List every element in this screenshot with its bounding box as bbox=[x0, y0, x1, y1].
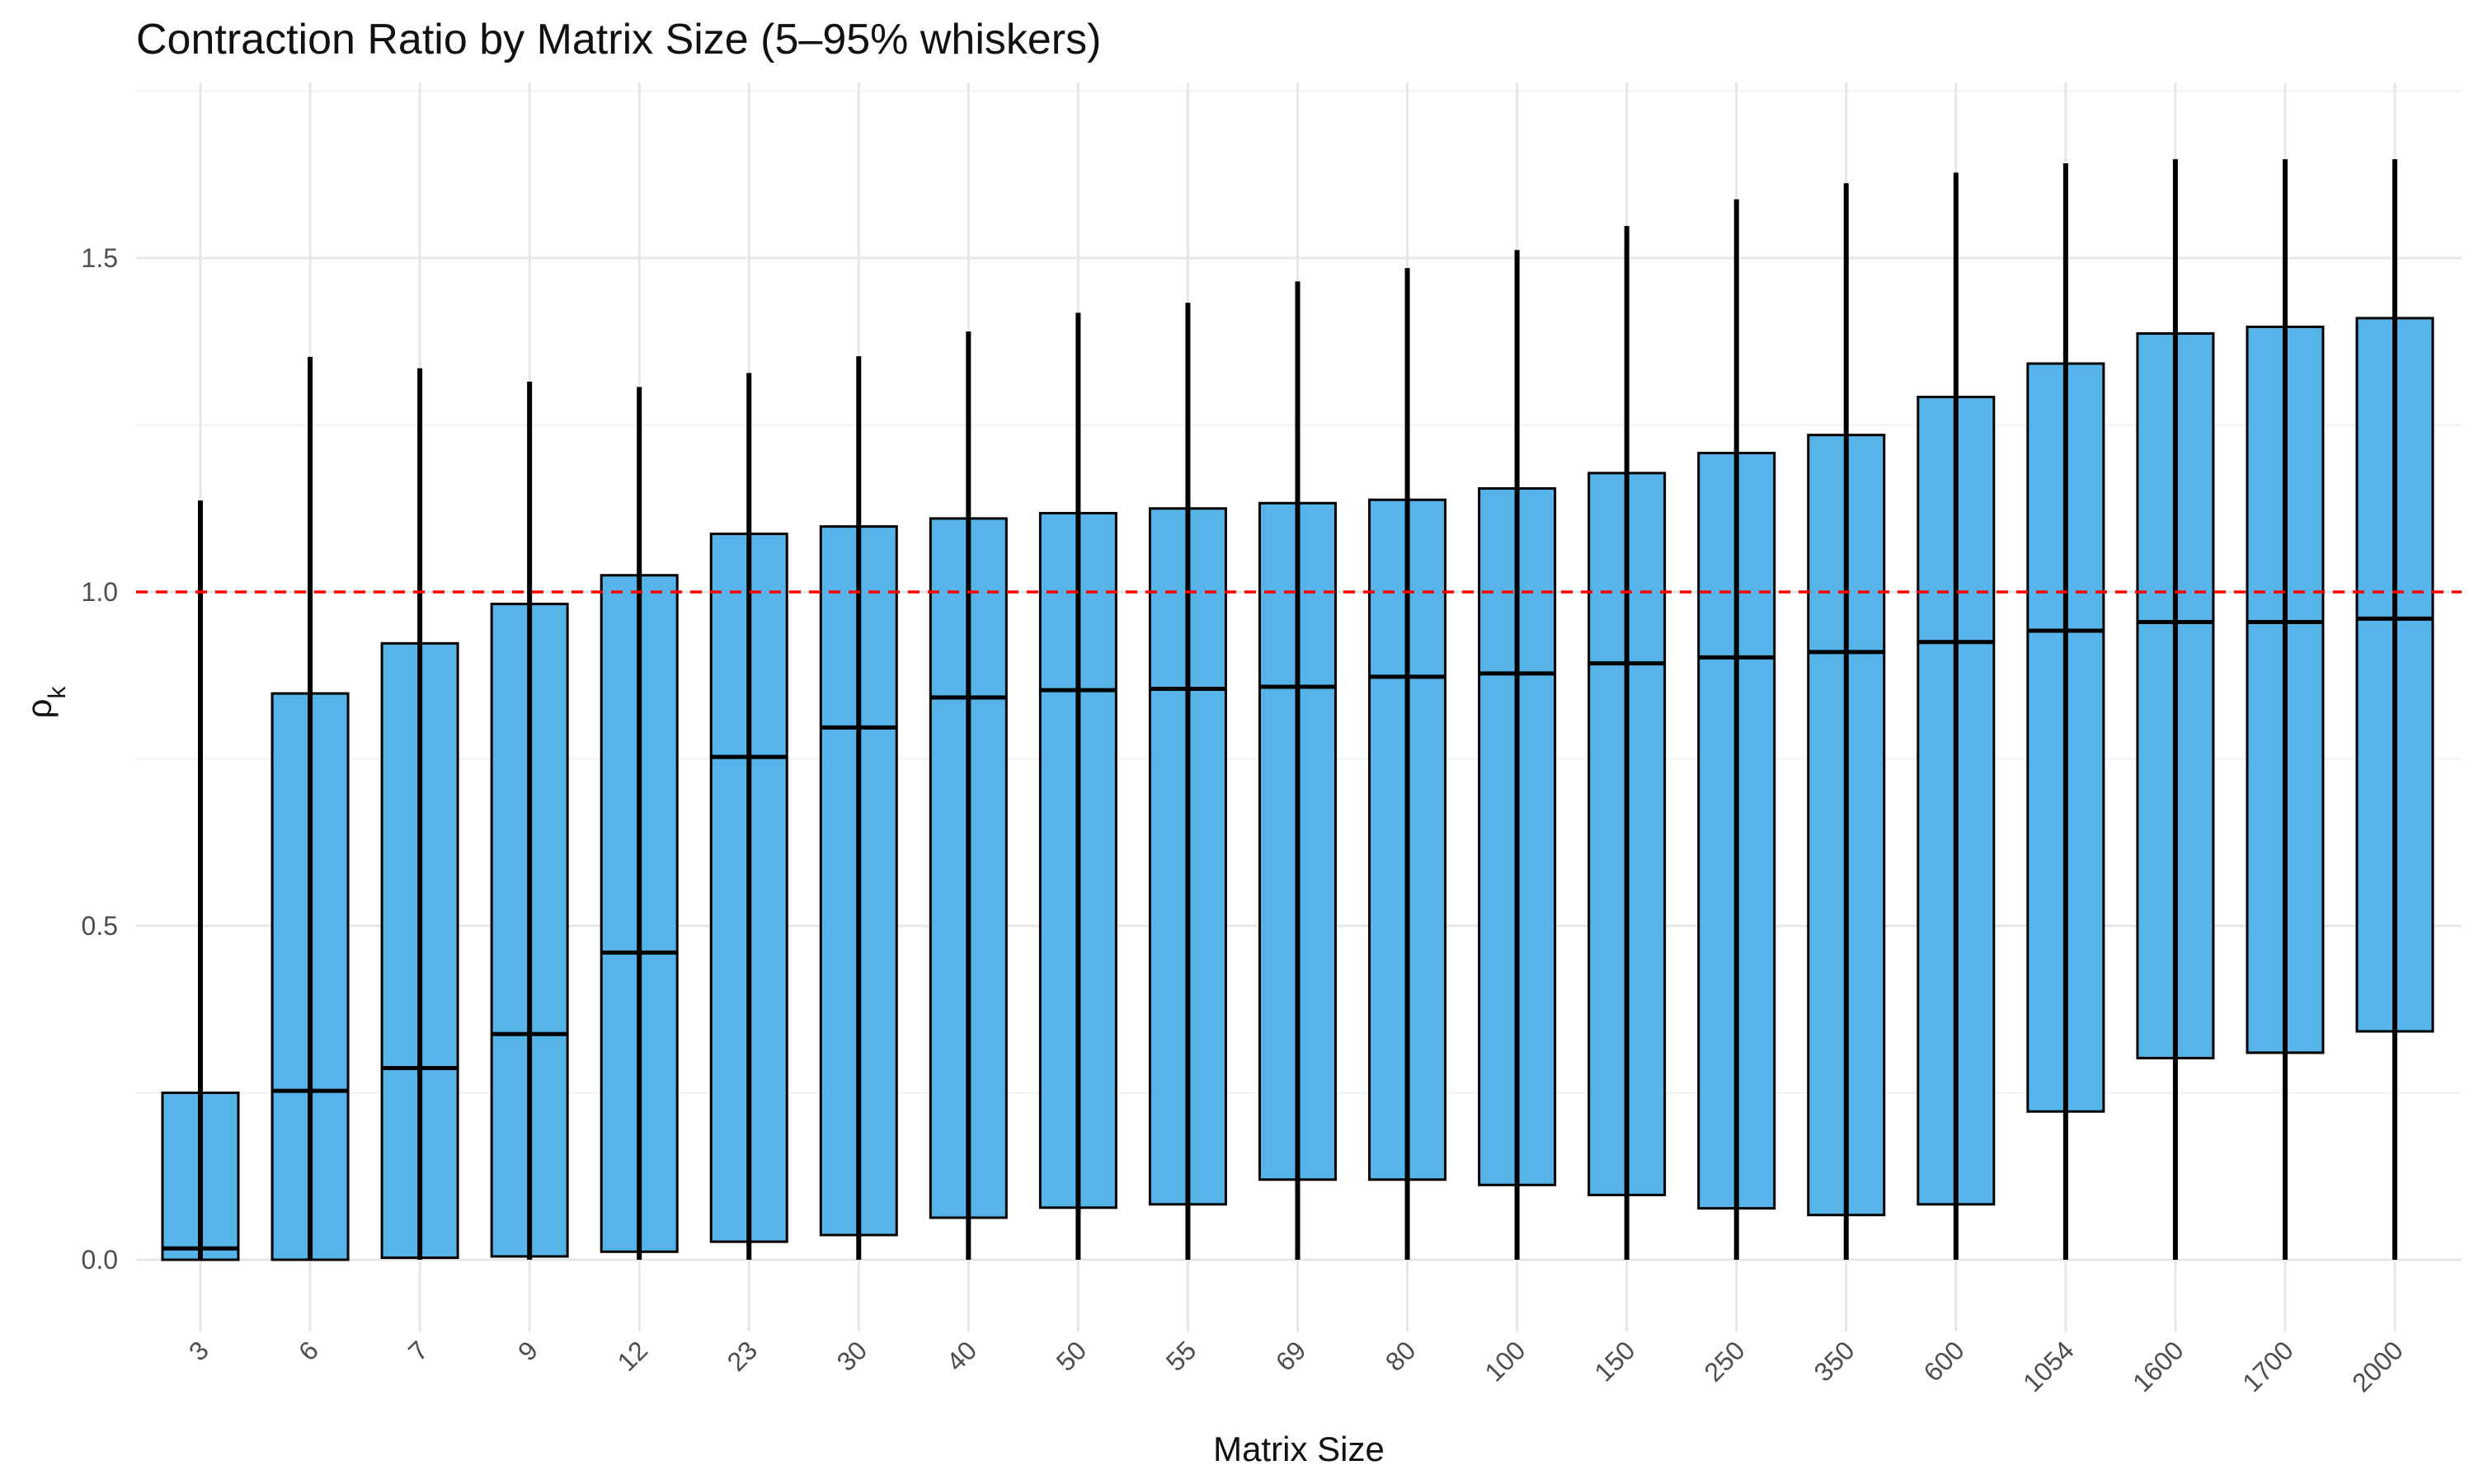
box-9 bbox=[490, 381, 569, 1260]
box-600 bbox=[1917, 172, 1996, 1260]
box-30 bbox=[819, 356, 898, 1260]
box-50 bbox=[1038, 312, 1117, 1260]
box-80 bbox=[1368, 268, 1447, 1260]
box-55 bbox=[1148, 303, 1227, 1260]
box-23 bbox=[709, 373, 788, 1260]
x-axis-title: Matrix Size bbox=[1213, 1430, 1385, 1468]
box-3 bbox=[161, 500, 240, 1261]
y-tick-labels: 0.0 0.5 1.0 1.5 bbox=[82, 243, 118, 1275]
box-1054 bbox=[2026, 162, 2105, 1260]
boxes-group bbox=[161, 159, 2434, 1261]
y-axis-title-subscript: k bbox=[44, 686, 71, 699]
box-2000 bbox=[2355, 159, 2434, 1260]
chart-title: Contraction Ratio by Matrix Size (5–95% … bbox=[136, 16, 1101, 63]
box-69 bbox=[1258, 281, 1337, 1260]
box-7 bbox=[380, 368, 459, 1260]
box-150 bbox=[1587, 226, 1667, 1260]
y-axis-title-main: ρ bbox=[20, 699, 59, 719]
y-tick-label: 0.5 bbox=[82, 911, 118, 941]
box-100 bbox=[1478, 250, 1557, 1260]
y-tick-label: 0.0 bbox=[82, 1245, 118, 1275]
y-tick-label: 1.0 bbox=[82, 577, 118, 607]
y-axis-title: ρk bbox=[20, 686, 71, 719]
y-tick-label: 1.5 bbox=[82, 243, 118, 273]
box-40 bbox=[929, 331, 1008, 1260]
box-1600 bbox=[2136, 159, 2215, 1260]
box-1700 bbox=[2246, 159, 2325, 1260]
box-6 bbox=[270, 356, 350, 1261]
box-350 bbox=[1807, 183, 1886, 1260]
box-12 bbox=[600, 387, 679, 1260]
box-250 bbox=[1697, 199, 1776, 1260]
